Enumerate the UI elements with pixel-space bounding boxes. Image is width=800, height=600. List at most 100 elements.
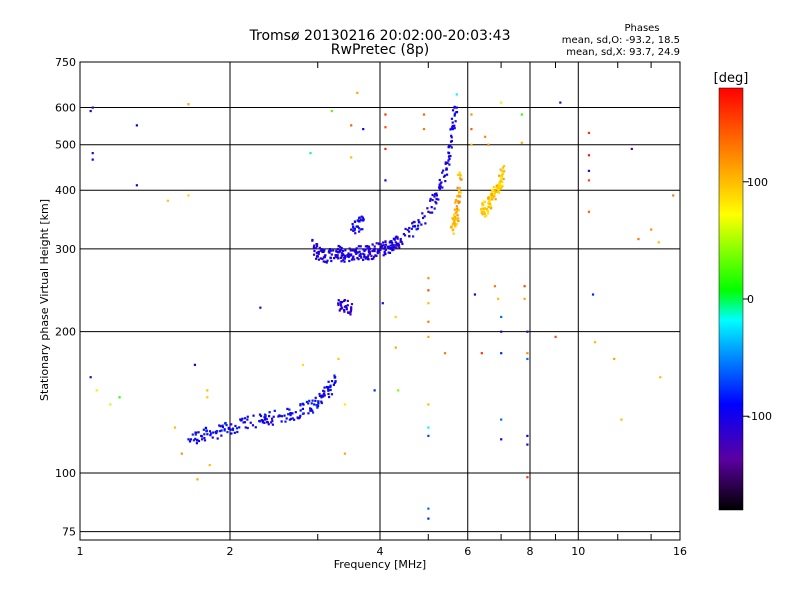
data-point — [299, 409, 302, 412]
data-point — [526, 476, 529, 479]
data-point — [330, 253, 333, 256]
data-point — [408, 226, 411, 230]
data-point — [391, 244, 394, 247]
data-point — [434, 192, 437, 196]
data-point — [487, 202, 490, 205]
data-point — [317, 252, 320, 255]
data-point — [314, 396, 317, 399]
colorbar-tick-label: 100 — [747, 176, 768, 189]
data-point — [337, 244, 340, 248]
data-point — [223, 428, 226, 431]
data-point — [495, 184, 498, 187]
data-point — [484, 207, 487, 211]
data-point — [526, 330, 529, 333]
data-point — [317, 400, 320, 403]
data-point — [336, 247, 340, 251]
data-point — [368, 249, 371, 252]
data-point — [499, 183, 502, 186]
data-point — [343, 310, 346, 313]
data-point — [234, 424, 237, 428]
data-point — [455, 93, 458, 96]
data-point — [330, 259, 333, 263]
data-point — [459, 191, 462, 194]
data-point — [453, 213, 456, 216]
data-point — [366, 247, 369, 250]
data-point — [460, 178, 463, 181]
data-point — [441, 171, 444, 174]
x-tick-label: 1 — [77, 545, 84, 558]
data-point — [363, 253, 366, 256]
data-point — [356, 256, 359, 260]
data-point — [500, 185, 503, 188]
data-point — [449, 154, 452, 158]
data-point — [444, 180, 447, 183]
phases-line-x: mean, sd,X: 93.7, 24.9 — [566, 47, 680, 58]
data-point — [382, 254, 385, 257]
data-point — [353, 227, 356, 230]
data-point — [322, 260, 325, 263]
data-point — [366, 258, 370, 261]
data-point — [439, 185, 442, 188]
data-point — [397, 242, 400, 245]
data-point — [420, 223, 423, 226]
data-point — [457, 194, 460, 197]
data-point — [417, 221, 420, 224]
data-point — [315, 244, 319, 247]
data-point — [348, 253, 351, 256]
data-point — [361, 216, 365, 219]
data-point — [350, 228, 353, 231]
data-point — [89, 109, 92, 113]
data-point — [348, 259, 351, 263]
data-point — [380, 244, 384, 248]
data-point — [523, 285, 526, 288]
data-point — [486, 209, 489, 212]
data-point — [325, 261, 328, 264]
data-point — [360, 256, 363, 259]
data-point — [194, 437, 197, 441]
data-point — [499, 176, 502, 179]
data-point — [442, 169, 445, 172]
data-point — [341, 249, 345, 253]
data-point — [330, 393, 334, 396]
data-point — [212, 431, 215, 434]
data-point — [483, 212, 487, 215]
data-point — [491, 198, 494, 201]
data-point — [350, 253, 353, 256]
data-points — [89, 91, 675, 520]
data-point — [244, 426, 247, 429]
data-point — [173, 426, 177, 429]
data-point — [329, 388, 332, 392]
data-point — [322, 393, 325, 396]
data-point — [320, 396, 323, 399]
data-point — [351, 222, 354, 226]
data-point — [443, 174, 447, 177]
data-point — [427, 403, 430, 406]
data-point — [364, 248, 367, 251]
data-point — [280, 420, 283, 423]
data-point — [220, 434, 223, 437]
data-point — [497, 174, 501, 177]
data-point — [270, 421, 273, 424]
data-point — [91, 158, 94, 161]
data-point — [450, 225, 453, 228]
data-point — [322, 250, 325, 254]
data-point — [453, 112, 456, 115]
data-point — [284, 420, 287, 423]
x-tick-label: 16 — [673, 545, 687, 558]
data-point — [118, 396, 121, 399]
data-point — [458, 171, 461, 174]
data-point — [95, 389, 98, 392]
data-point — [215, 432, 218, 435]
data-point — [350, 124, 353, 127]
data-point — [427, 434, 430, 438]
data-point — [314, 247, 317, 250]
data-point — [526, 357, 529, 361]
data-point — [431, 211, 434, 214]
data-point — [323, 394, 326, 397]
data-point — [339, 307, 342, 311]
data-point — [450, 127, 453, 130]
colorbar-tick-label: 0 — [747, 293, 754, 306]
data-point — [308, 399, 311, 402]
data-point — [180, 452, 183, 455]
